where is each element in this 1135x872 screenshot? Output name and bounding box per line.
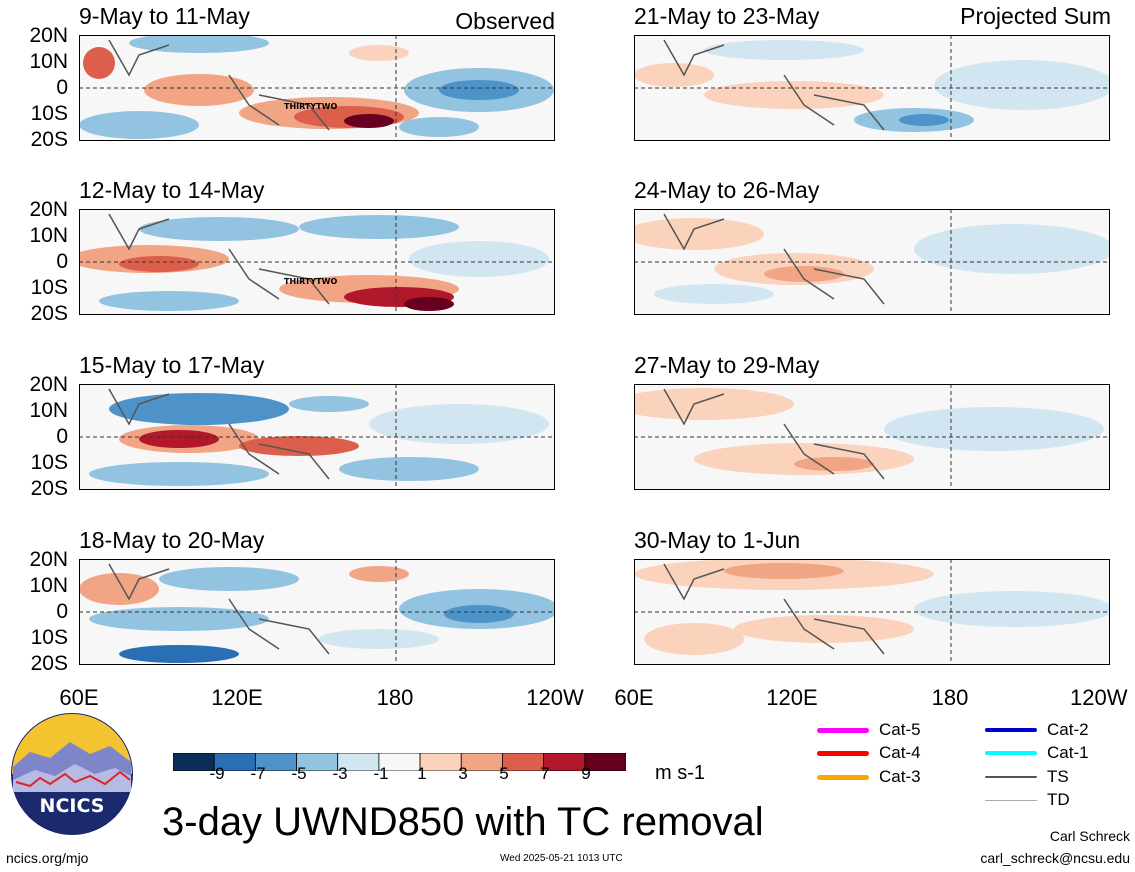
lat-label: 10S	[30, 102, 68, 125]
legend-label: TS	[1047, 767, 1069, 786]
legend-item-cat4: Cat-4	[817, 743, 921, 763]
legend-item-cat1: Cat-1	[985, 743, 1089, 763]
logo-text: NCICS	[40, 795, 105, 817]
footer-author: Carl Schreck	[1049, 828, 1130, 844]
legend-line	[985, 728, 1037, 732]
storm-label: THIRTYTWO	[284, 102, 337, 111]
lat-label: 0	[56, 250, 68, 273]
panel-title-left-2: 12-May to 14-May	[79, 177, 265, 203]
panel-title-left-1: 9-May to 11-May	[79, 3, 250, 29]
lat-label: 10N	[29, 574, 68, 597]
lon-label: 120E	[766, 685, 818, 710]
panel-title-left-4: 18-May to 20-May	[79, 527, 265, 553]
colorbar-tick: 7	[540, 764, 550, 783]
lat-label: 20N	[29, 198, 68, 221]
legend-line	[817, 750, 869, 756]
lat-label: 20S	[30, 652, 68, 675]
legend-label: Cat-1	[1047, 743, 1089, 762]
colorbar-tick: -1	[373, 764, 389, 783]
panel-title-right-2: 24-May to 26-May	[634, 177, 820, 203]
lon-label: 60E	[614, 685, 654, 710]
colorbar-tick: 1	[417, 764, 427, 783]
map-panel-projected-3	[634, 384, 1110, 490]
legend-item-ts: TS	[985, 767, 1069, 787]
map-panel-projected-2	[634, 209, 1110, 315]
lon-label: 120W	[1070, 685, 1128, 710]
footer-email[interactable]: carl_schreck@ncsu.edu	[980, 850, 1130, 866]
legend-line	[817, 774, 869, 780]
colorbar-tick: -9	[209, 764, 225, 783]
lat-label: 0	[56, 425, 68, 448]
footer-timestamp: Wed 2025-05-21 1013 UTC	[500, 853, 623, 864]
lat-label: 10S	[30, 626, 68, 649]
lat-label: 10N	[29, 224, 68, 247]
panel-title-right-3: 27-May to 29-May	[634, 352, 820, 378]
lat-label: 10N	[29, 399, 68, 422]
lon-label: 180	[376, 685, 414, 710]
lat-label: 10N	[29, 50, 68, 73]
legend-label: Cat-4	[879, 743, 921, 762]
legend-label: Cat-2	[1047, 720, 1089, 739]
panel-title-right-1: 21-May to 23-May	[634, 3, 820, 29]
lat-label: 0	[56, 600, 68, 623]
panel-title-left-3: 15-May to 17-May	[79, 352, 265, 378]
legend-item-cat5: Cat-5	[817, 720, 921, 740]
lon-label: 120E	[211, 685, 263, 710]
map-panel-observed-3	[79, 384, 555, 490]
map-panel-observed-1: THIRTYTWO	[79, 35, 555, 141]
footer-url[interactable]: ncics.org/mjo	[6, 850, 89, 866]
lon-label: 60E	[59, 685, 99, 710]
lat-label: 20S	[30, 302, 68, 325]
legend-line	[817, 727, 869, 733]
map-panel-observed-2: THIRTYTWO	[79, 209, 555, 315]
map-panel-projected-1	[634, 35, 1110, 141]
legend-item-cat2: Cat-2	[985, 720, 1089, 740]
colorbar-tick: 3	[458, 764, 468, 783]
colorbar-tick: 9	[581, 764, 591, 783]
legend-item-cat3: Cat-3	[817, 767, 921, 787]
storm-label: THIRTYTWO	[284, 277, 337, 286]
legend-label: Cat-3	[879, 767, 921, 786]
legend-line	[985, 751, 1037, 755]
lat-label: 10S	[30, 276, 68, 299]
ncics-logo: NCICS	[10, 712, 134, 841]
observed-label: Observed	[455, 8, 555, 34]
projected-sum-label: Projected Sum	[960, 3, 1111, 29]
colorbar-tick: -5	[291, 764, 307, 783]
colorbar-tick: 5	[499, 764, 509, 783]
lat-label: 20N	[29, 24, 68, 47]
map-panel-projected-4	[634, 559, 1110, 665]
map-panel-observed-4	[79, 559, 555, 665]
lat-label: 20S	[30, 128, 68, 151]
lat-label: 0	[56, 76, 68, 99]
legend-line	[985, 799, 1037, 801]
lat-label: 10S	[30, 451, 68, 474]
lon-label: 180	[931, 685, 969, 710]
legend-label: TD	[1047, 790, 1070, 809]
colorbar-units: m s-1	[655, 762, 705, 784]
legend-line	[985, 776, 1037, 778]
colorbar-tick: -7	[250, 764, 266, 783]
legend-item-td: TD	[985, 790, 1070, 810]
colorbar-tick: -3	[332, 764, 348, 783]
main-title: 3-day UWND850 with TC removal	[162, 800, 764, 844]
legend-label: Cat-5	[879, 720, 921, 739]
lat-label: 20N	[29, 548, 68, 571]
lat-label: 20N	[29, 373, 68, 396]
panel-title-right-4: 30-May to 1-Jun	[634, 527, 801, 553]
colorbar	[172, 752, 627, 772]
lat-label: 20S	[30, 477, 68, 500]
lon-label: 120W	[526, 685, 584, 710]
